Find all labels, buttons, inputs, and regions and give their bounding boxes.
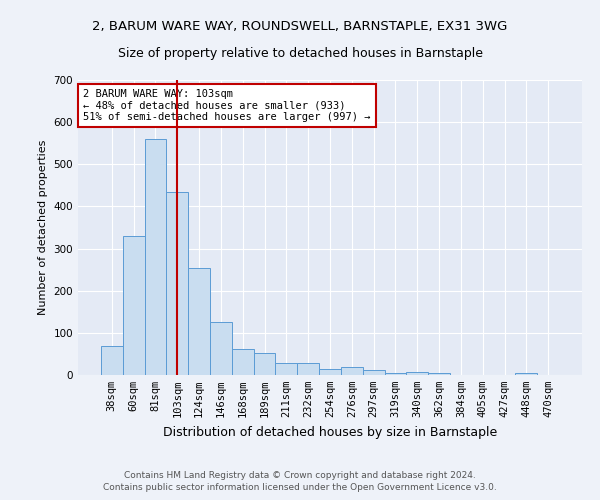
Bar bbox=[363, 370, 385, 375]
Bar bbox=[319, 368, 341, 375]
Bar bbox=[166, 192, 188, 375]
Bar bbox=[297, 363, 319, 375]
Text: 2, BARUM WARE WAY, ROUNDSWELL, BARNSTAPLE, EX31 3WG: 2, BARUM WARE WAY, ROUNDSWELL, BARNSTAPL… bbox=[92, 20, 508, 33]
Text: Contains public sector information licensed under the Open Government Licence v3: Contains public sector information licen… bbox=[103, 484, 497, 492]
Bar bbox=[275, 363, 297, 375]
Bar bbox=[145, 139, 166, 375]
Text: Contains HM Land Registry data © Crown copyright and database right 2024.: Contains HM Land Registry data © Crown c… bbox=[124, 471, 476, 480]
Bar bbox=[101, 346, 123, 375]
Bar bbox=[232, 349, 254, 375]
Bar bbox=[406, 372, 428, 375]
Y-axis label: Number of detached properties: Number of detached properties bbox=[38, 140, 48, 315]
Bar bbox=[188, 268, 210, 375]
Bar bbox=[385, 374, 406, 375]
Bar bbox=[428, 374, 450, 375]
Bar bbox=[515, 373, 537, 375]
Bar bbox=[254, 353, 275, 375]
Text: Size of property relative to detached houses in Barnstaple: Size of property relative to detached ho… bbox=[118, 48, 482, 60]
Text: 2 BARUM WARE WAY: 103sqm
← 48% of detached houses are smaller (933)
51% of semi-: 2 BARUM WARE WAY: 103sqm ← 48% of detach… bbox=[83, 89, 371, 122]
X-axis label: Distribution of detached houses by size in Barnstaple: Distribution of detached houses by size … bbox=[163, 426, 497, 438]
Bar bbox=[210, 322, 232, 375]
Bar bbox=[123, 236, 145, 375]
Bar bbox=[341, 368, 363, 375]
